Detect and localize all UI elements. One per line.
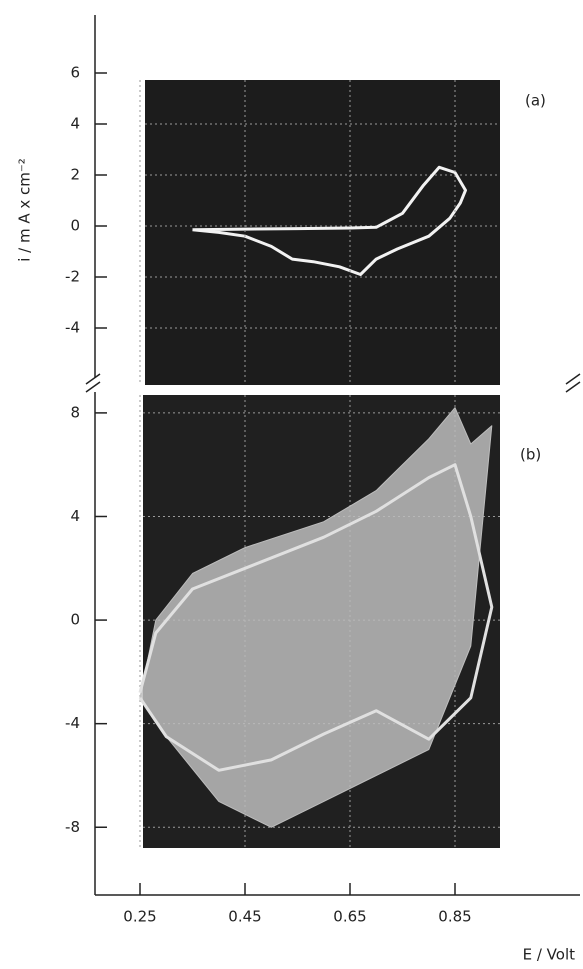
y-axis-title: i / m A x cm⁻² bbox=[16, 158, 34, 262]
y-tick-label: -4 bbox=[65, 319, 80, 337]
y-tick-label: 2 bbox=[70, 166, 80, 184]
y-tick-label: 6 bbox=[70, 64, 80, 82]
y-tick-label: 4 bbox=[70, 507, 80, 525]
x-tick-label: 0.65 bbox=[333, 908, 366, 926]
x-tick-label: 0.85 bbox=[438, 908, 471, 926]
axis-break bbox=[86, 374, 100, 392]
x-tick-label: 0.25 bbox=[123, 908, 156, 926]
photo-panel-a bbox=[145, 80, 500, 385]
y-tick-label: -8 bbox=[65, 818, 80, 836]
x-axis-title: E / Volt bbox=[523, 946, 576, 964]
y-tick-label: 0 bbox=[70, 217, 80, 235]
x-tick-label: 0.45 bbox=[228, 908, 261, 926]
panel-label: (b) bbox=[520, 446, 541, 464]
y-tick-label: 0 bbox=[70, 611, 80, 629]
axis-break bbox=[566, 374, 580, 392]
y-tick-label: -4 bbox=[65, 714, 80, 732]
y-tick-label: 4 bbox=[70, 115, 80, 133]
page: (a) (b) i / m A x cm⁻² E / Volt 6 4 2 0 -2 -4… bbox=[0, 0, 583, 969]
y-tick-label: -2 bbox=[65, 268, 80, 286]
panel-label: (a) bbox=[525, 92, 546, 110]
chart: (a) (b) i / m A x cm⁻² E / Volt 6 4 2 0 -2 -4… bbox=[0, 0, 583, 969]
y-tick-label: 8 bbox=[70, 403, 80, 421]
